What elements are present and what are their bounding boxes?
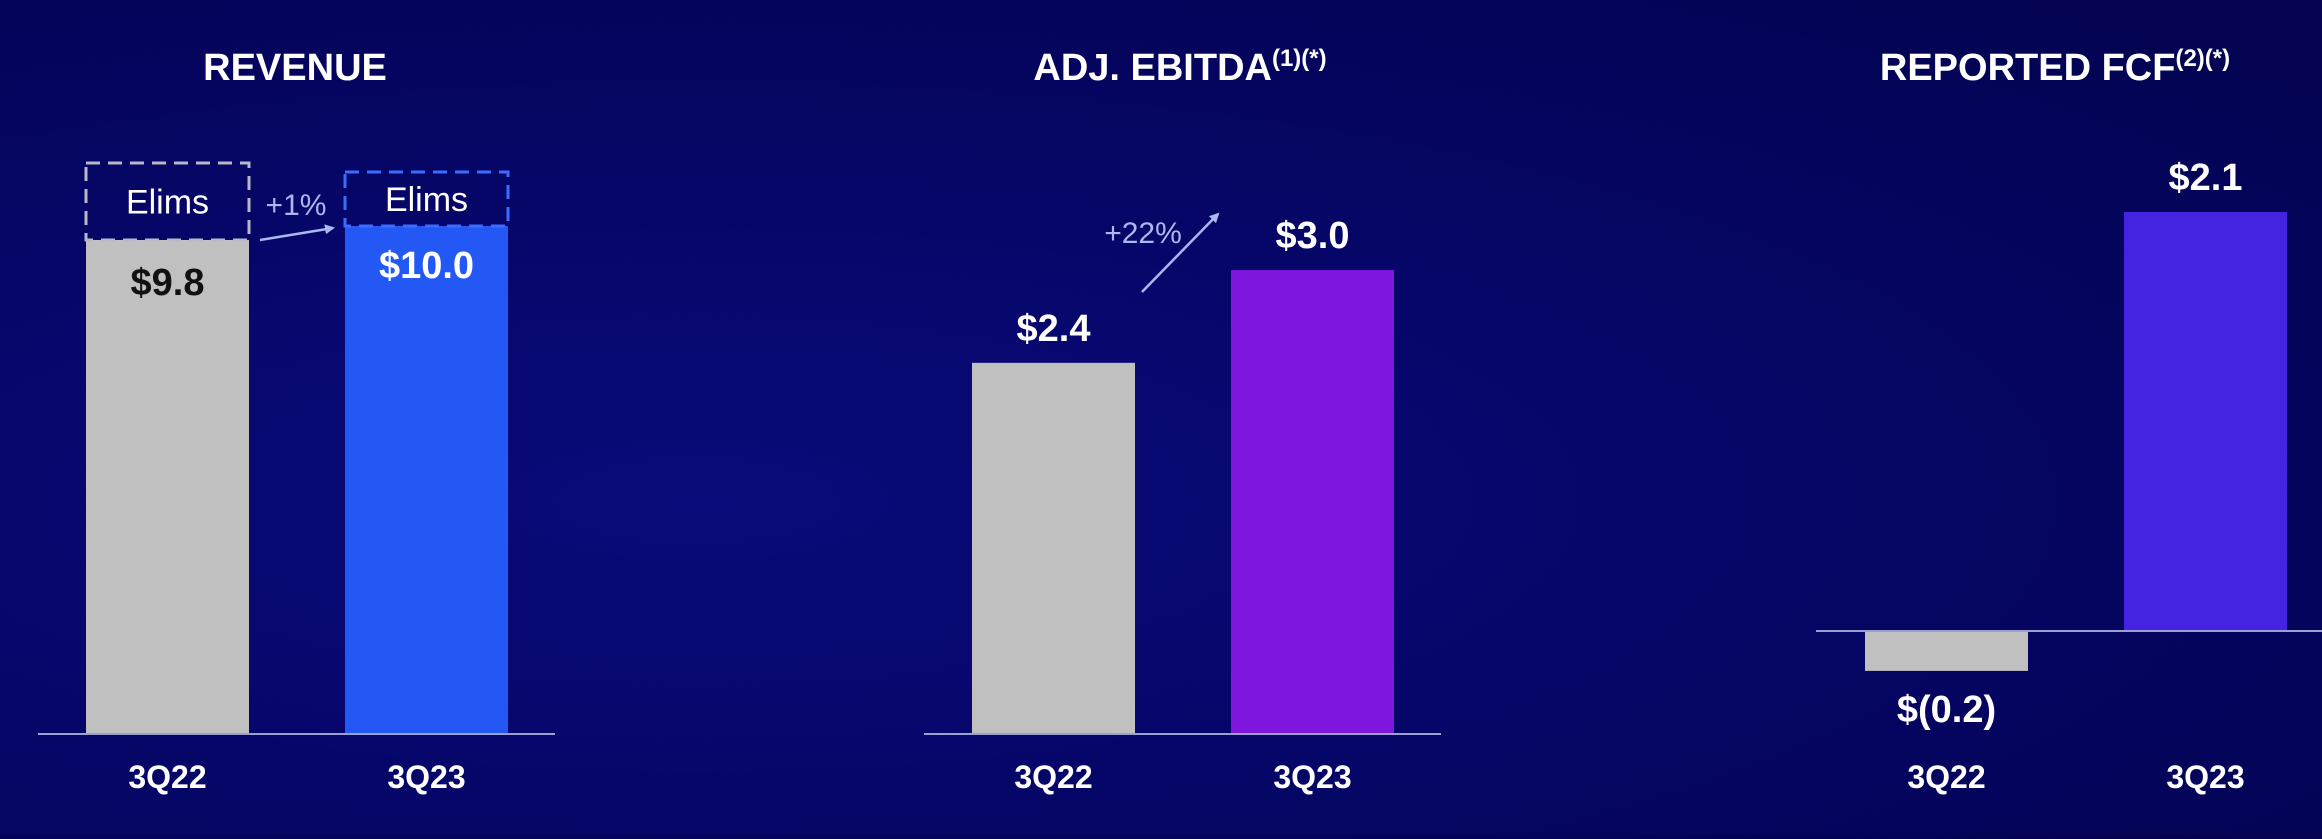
- category-label: 3Q22: [128, 759, 206, 795]
- growth-arrow: [1141, 212, 1220, 293]
- elims-label: Elims: [126, 184, 209, 222]
- bar-3q23: [345, 226, 508, 734]
- category-label: 3Q22: [1014, 759, 1092, 795]
- bar-3q23: [1231, 270, 1394, 734]
- chart-title: ADJ. EBITDA(1)(*): [1033, 45, 1326, 89]
- elims-label: Elims: [385, 181, 468, 219]
- value-label: $3.0: [1276, 215, 1350, 257]
- chart-title-text: REPORTED FCF: [1880, 47, 2176, 89]
- elims-box: [84, 161, 251, 242]
- chart-title: REPORTED FCF(2)(*): [1880, 45, 2230, 89]
- growth-label: +22%: [1104, 217, 1182, 250]
- value-label: $(0.2): [1897, 689, 1996, 731]
- chart-title: REVENUE: [203, 47, 387, 89]
- bar-3q23: [2124, 212, 2287, 631]
- value-label: $9.8: [131, 262, 205, 304]
- category-label: 3Q22: [1907, 759, 1985, 795]
- growth-label: +1%: [266, 189, 327, 222]
- footnote-superscript: (2)(*): [2175, 45, 2230, 72]
- category-label: 3Q23: [387, 759, 465, 795]
- category-label: 3Q23: [2166, 759, 2244, 795]
- bar-3q22: [1865, 631, 2028, 671]
- elims-box: [343, 170, 510, 228]
- bar-3q22: [972, 362, 1135, 734]
- value-label: $10.0: [379, 245, 474, 287]
- chart-title-text: ADJ. EBITDA: [1033, 47, 1272, 89]
- chart-title-text: REVENUE: [203, 47, 387, 89]
- bar-3q22: [86, 240, 249, 734]
- growth-arrow: [259, 224, 335, 242]
- value-label: $2.4: [1017, 308, 1091, 350]
- footnote-superscript: (1)(*): [1272, 45, 1327, 72]
- category-label: 3Q23: [1273, 759, 1351, 795]
- value-label: $2.1: [2169, 157, 2243, 199]
